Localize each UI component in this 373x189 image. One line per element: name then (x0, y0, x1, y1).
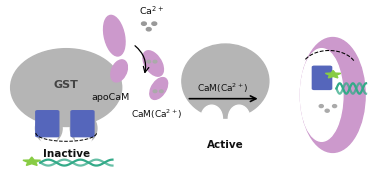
Ellipse shape (104, 15, 125, 56)
Text: CaM(Ca$^{2+}$): CaM(Ca$^{2+}$) (131, 108, 183, 121)
Polygon shape (23, 157, 41, 165)
Text: Active: Active (207, 140, 244, 150)
Ellipse shape (146, 28, 151, 31)
Text: apoCaM: apoCaM (91, 93, 130, 102)
Ellipse shape (153, 60, 157, 63)
Polygon shape (325, 70, 341, 78)
Ellipse shape (300, 49, 343, 141)
Text: Ca$^{2+}$: Ca$^{2+}$ (139, 5, 164, 17)
Ellipse shape (319, 105, 323, 108)
Ellipse shape (201, 105, 222, 131)
Ellipse shape (182, 44, 269, 118)
Ellipse shape (11, 49, 122, 126)
Ellipse shape (70, 114, 97, 143)
Text: Inactive: Inactive (43, 149, 90, 159)
Ellipse shape (40, 122, 58, 146)
Ellipse shape (333, 105, 336, 108)
Ellipse shape (160, 90, 163, 93)
Text: CaM(Ca$^{2+}$): CaM(Ca$^{2+}$) (197, 82, 249, 95)
Ellipse shape (228, 105, 250, 131)
Text: GST: GST (54, 80, 79, 90)
Ellipse shape (143, 51, 163, 76)
Ellipse shape (325, 109, 329, 112)
Ellipse shape (300, 38, 365, 152)
Ellipse shape (150, 78, 167, 99)
Ellipse shape (75, 122, 93, 146)
Ellipse shape (152, 22, 157, 25)
Ellipse shape (147, 60, 151, 63)
Ellipse shape (153, 90, 157, 93)
FancyBboxPatch shape (312, 66, 332, 89)
Ellipse shape (35, 114, 62, 143)
FancyBboxPatch shape (36, 111, 59, 137)
Ellipse shape (141, 22, 146, 25)
Ellipse shape (111, 60, 128, 82)
FancyBboxPatch shape (71, 111, 94, 137)
